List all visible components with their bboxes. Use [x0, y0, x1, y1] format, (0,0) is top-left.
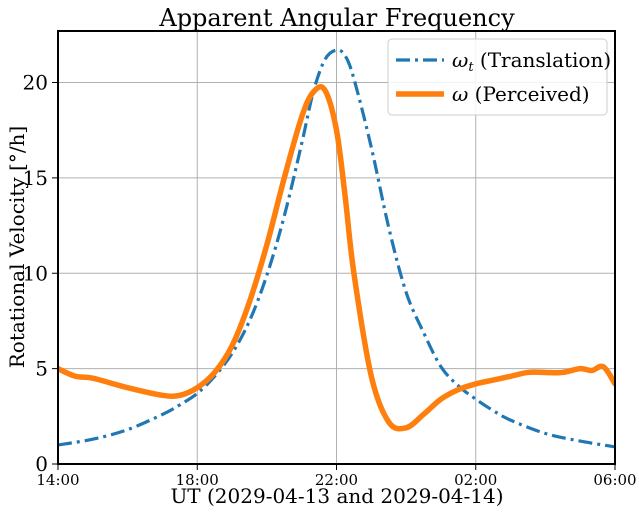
legend-label-perceived: (Perceived) — [468, 82, 589, 106]
y-axis-ticks: 0 5 10 15 20 — [23, 71, 58, 476]
legend: ωt (Translation) ω (Perceived) — [387, 38, 611, 116]
legend-subscript-translation: t — [468, 60, 474, 75]
legend-entry-perceived: ω (Perceived) — [452, 82, 590, 106]
y-tick-label: 0 — [35, 452, 48, 476]
x-axis-label: UT (2029-04-13 and 2029-04-14) — [170, 484, 503, 508]
x-tick-label: 06:00 — [593, 471, 636, 489]
x-tick-label: 02:00 — [454, 471, 497, 489]
x-tick-label: 18:00 — [176, 471, 219, 489]
x-axis-ticks: 14:00 18:00 22:00 02:00 06:00 — [36, 464, 637, 489]
y-tick-label: 20 — [23, 71, 48, 95]
y-axis-label: Rotational Velocity [°/h] — [5, 126, 29, 369]
legend-symbol-translation: ω — [452, 48, 468, 72]
chart-title: Apparent Angular Frequency — [158, 4, 515, 32]
x-tick-label: 22:00 — [315, 471, 358, 489]
y-tick-label: 15 — [23, 166, 48, 190]
legend-symbol-perceived: ω — [452, 82, 468, 106]
series-layer — [58, 48, 615, 449]
y-tick-label: 5 — [35, 357, 48, 381]
series-line-perceived — [58, 84, 615, 432]
legend-label-translation: (Translation) — [474, 48, 612, 72]
series-line-translation — [58, 48, 615, 449]
legend-entry-translation: ωt (Translation) — [452, 48, 611, 75]
x-tick-label: 14:00 — [36, 471, 79, 489]
y-tick-label: 10 — [23, 261, 48, 285]
